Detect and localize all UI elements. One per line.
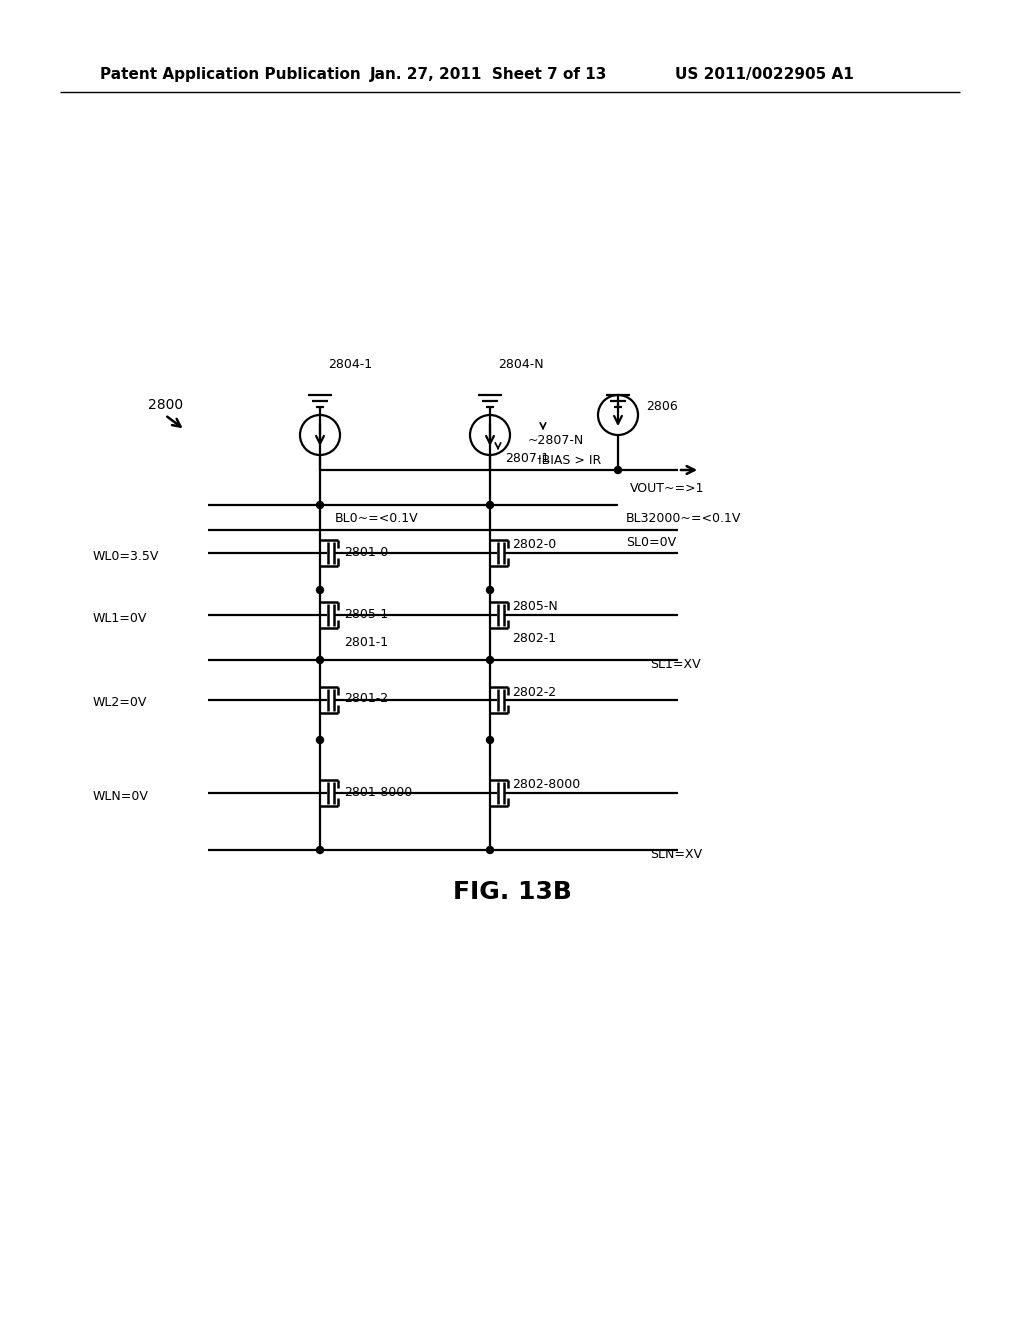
- Text: 2804-1: 2804-1: [328, 359, 372, 371]
- Text: 2806: 2806: [646, 400, 678, 413]
- Text: 2805-1: 2805-1: [344, 607, 388, 620]
- Circle shape: [316, 586, 324, 594]
- Text: 2801-8000: 2801-8000: [344, 785, 413, 799]
- Circle shape: [486, 656, 494, 664]
- Text: FIG. 13B: FIG. 13B: [453, 880, 571, 904]
- Circle shape: [614, 466, 622, 474]
- Circle shape: [316, 502, 324, 508]
- Circle shape: [316, 737, 324, 743]
- Text: SL0=0V: SL0=0V: [626, 536, 676, 549]
- Circle shape: [486, 502, 494, 508]
- Circle shape: [486, 737, 494, 743]
- Text: US 2011/0022905 A1: US 2011/0022905 A1: [675, 67, 854, 82]
- Text: 2802-2: 2802-2: [512, 685, 556, 698]
- Text: SLN=XV: SLN=XV: [650, 849, 702, 862]
- Text: 2801-2: 2801-2: [344, 693, 388, 705]
- Text: ~2807-N: ~2807-N: [528, 433, 585, 446]
- Text: 2807-1: 2807-1: [505, 453, 549, 466]
- Text: WLN=0V: WLN=0V: [93, 789, 148, 803]
- Text: BL32000~=<0.1V: BL32000~=<0.1V: [626, 512, 741, 525]
- Text: WL0=3.5V: WL0=3.5V: [93, 549, 160, 562]
- Circle shape: [486, 586, 494, 594]
- Text: IBIAS > IR: IBIAS > IR: [538, 454, 601, 466]
- Circle shape: [316, 656, 324, 664]
- Text: WL1=0V: WL1=0V: [93, 611, 147, 624]
- Text: 2804-N: 2804-N: [498, 359, 544, 371]
- Text: 2802-8000: 2802-8000: [512, 779, 581, 792]
- Circle shape: [486, 846, 494, 854]
- Text: BL0~=<0.1V: BL0~=<0.1V: [335, 512, 419, 525]
- Text: 2801-1: 2801-1: [344, 635, 388, 648]
- Text: WL2=0V: WL2=0V: [93, 697, 147, 710]
- Text: 2801-0: 2801-0: [344, 545, 388, 558]
- Text: SL1=XV: SL1=XV: [650, 659, 700, 672]
- Text: Jan. 27, 2011  Sheet 7 of 13: Jan. 27, 2011 Sheet 7 of 13: [370, 67, 607, 82]
- Text: 2805-N: 2805-N: [512, 601, 558, 614]
- Text: 2802-0: 2802-0: [512, 539, 556, 552]
- Text: 2802-1: 2802-1: [512, 631, 556, 644]
- Circle shape: [316, 846, 324, 854]
- Text: Patent Application Publication: Patent Application Publication: [100, 67, 360, 82]
- Text: 2800: 2800: [148, 399, 183, 412]
- Text: VOUT~=>1: VOUT~=>1: [630, 482, 705, 495]
